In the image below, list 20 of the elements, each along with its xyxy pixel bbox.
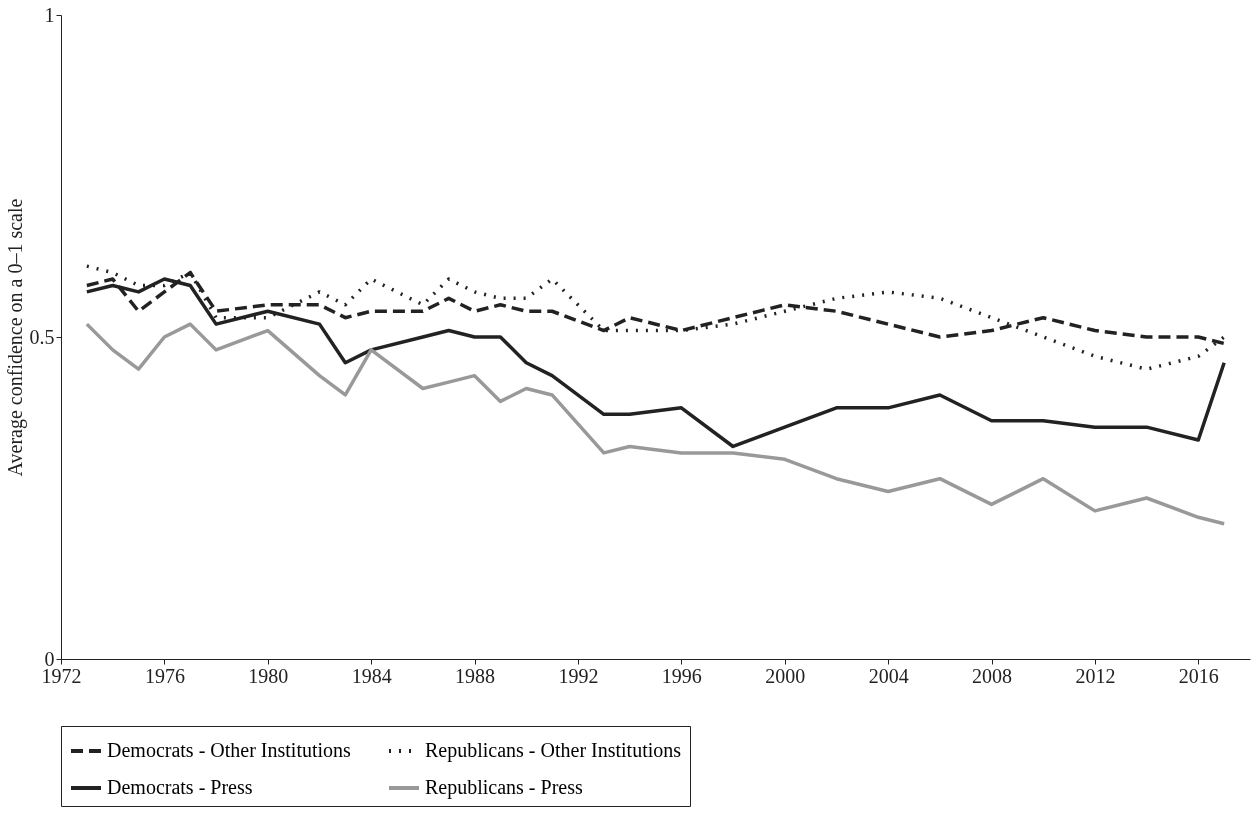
y-tick-label: 1 <box>44 3 55 26</box>
x-tick-label: 2012 <box>1075 664 1116 687</box>
x-tick-label: 1980 <box>248 664 289 687</box>
x-tick-label: 1976 <box>144 664 185 687</box>
line-series <box>85 322 1226 526</box>
legend-label: Democrats - Press <box>107 776 253 798</box>
y-tick-label: 0 <box>44 647 55 670</box>
x-tick-label: 1988 <box>455 664 496 687</box>
x-tick-label: 1996 <box>661 664 702 687</box>
y-axis-title: Average confidence on a 0–1 scale <box>3 198 27 477</box>
x-tick-label: 2008 <box>972 664 1013 687</box>
x-tick-label: 2016 <box>1178 664 1219 687</box>
x-tick-label: 1984 <box>351 664 392 687</box>
legend-label: Democrats - Other Institutions <box>107 739 352 761</box>
x-tick-label: 2004 <box>868 664 909 687</box>
x-tick-label: 2000 <box>765 664 806 687</box>
legend-label: Republicans - Press <box>425 776 583 799</box>
x-tick-label: 1992 <box>558 664 599 687</box>
y-tick-label: 0.5 <box>29 325 55 348</box>
legend-label: Republicans - Other Institutions <box>425 739 682 762</box>
